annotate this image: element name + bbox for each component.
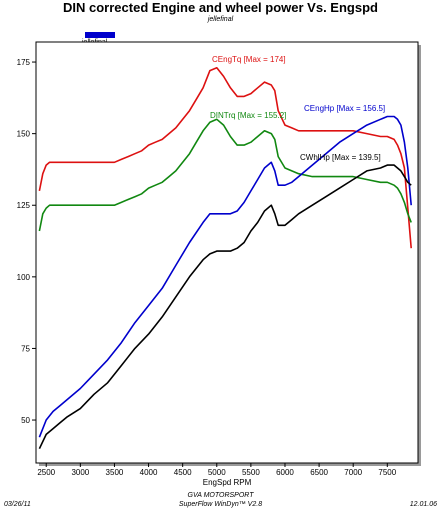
chart-title: DIN corrected Engine and wheel power Vs.… xyxy=(63,0,378,15)
footer-company: GVA MOTORSPORT xyxy=(187,492,254,499)
x-tick-label: 5500 xyxy=(242,468,260,477)
y-tick-label: 125 xyxy=(17,201,31,210)
annotation-cwhlhp: CWhlHp [Max = 139.5] xyxy=(300,153,381,162)
series-line-cwhlhp xyxy=(38,164,412,450)
x-tick-label: 6000 xyxy=(276,468,294,477)
y-tick-label: 150 xyxy=(17,130,31,139)
x-tick-label: 6500 xyxy=(310,468,328,477)
series-line-dintrq xyxy=(38,118,412,232)
x-tick-label: 5000 xyxy=(208,468,226,477)
footer-software: SuperFlow WinDyn™ V2.8 xyxy=(178,501,263,508)
series-line-cenghp xyxy=(38,115,412,438)
annotation-dintrq: DINTrq [Max = 155.2] xyxy=(210,111,286,120)
y-tick-label: 50 xyxy=(21,416,30,425)
x-tick-label: 7500 xyxy=(378,468,396,477)
x-tick-label: 7000 xyxy=(344,468,362,477)
x-tick-label: 4000 xyxy=(140,468,158,477)
y-tick-label: 100 xyxy=(17,273,31,282)
series-line-cengtq xyxy=(38,67,412,249)
y-tick-label: 175 xyxy=(17,58,31,67)
chart-subtitle: jellefinal xyxy=(207,16,234,23)
plot-frame xyxy=(35,41,419,464)
x-tick-label: 3500 xyxy=(106,468,124,477)
annotation-cenghp: CEngHp [Max = 156.5] xyxy=(304,104,385,113)
footer-date-right: 12.01.06 xyxy=(409,501,437,508)
y-tick-label: 75 xyxy=(21,344,30,353)
x-tick-label: 2500 xyxy=(37,468,55,477)
footer-date-left: 03/26/11 xyxy=(4,501,31,508)
legend-swatch xyxy=(85,32,115,38)
annotation-cengtq: CEngTq [Max = 174] xyxy=(212,55,286,64)
x-axis-label: EngSpd RPM xyxy=(203,478,252,487)
x-tick-label: 3000 xyxy=(71,468,89,477)
x-tick-label: 4500 xyxy=(174,468,192,477)
